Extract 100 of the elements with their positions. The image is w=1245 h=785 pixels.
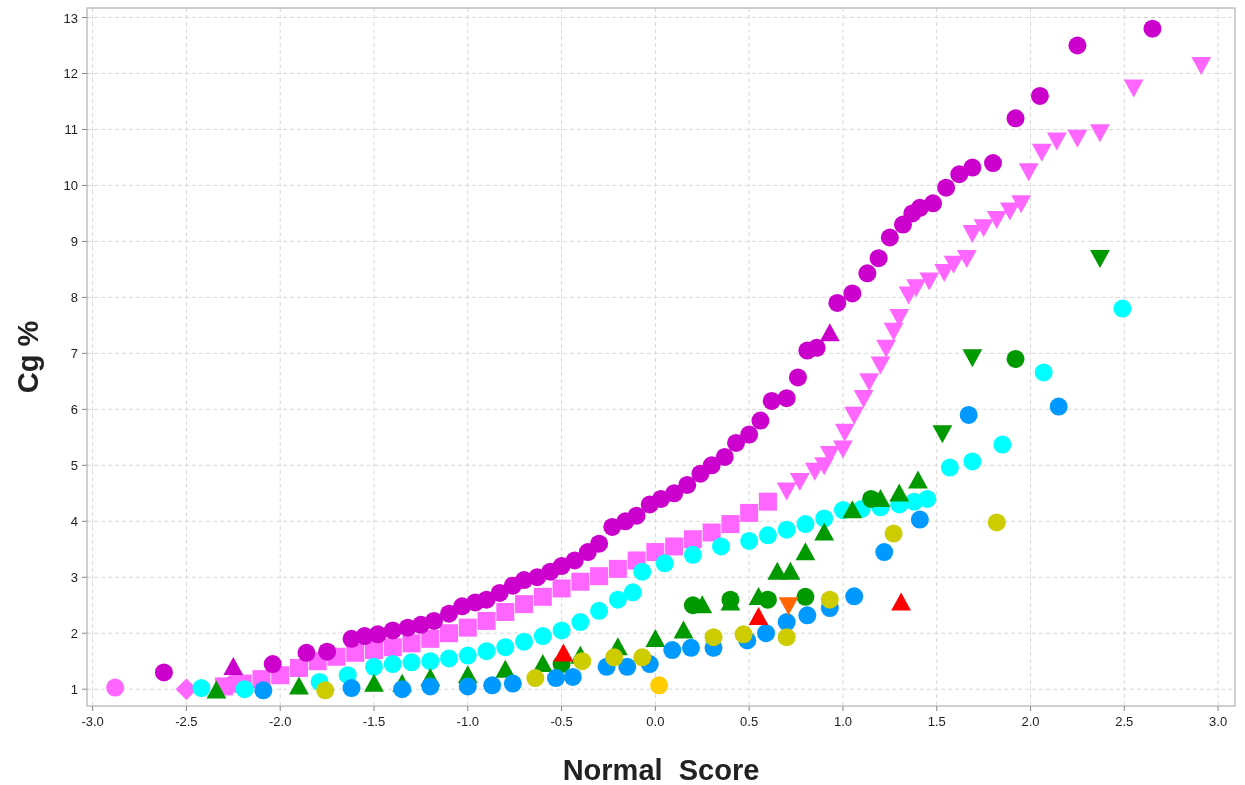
point — [1067, 129, 1088, 148]
point — [918, 489, 937, 508]
point — [402, 653, 421, 672]
point — [875, 543, 894, 562]
point — [906, 279, 927, 298]
point — [633, 562, 652, 581]
point — [963, 158, 982, 177]
point — [814, 522, 835, 541]
point — [318, 642, 337, 661]
point — [496, 638, 515, 657]
point — [655, 554, 674, 573]
point — [383, 655, 402, 673]
point — [421, 677, 440, 696]
point — [425, 611, 444, 630]
point — [1191, 56, 1212, 75]
point — [715, 447, 734, 466]
y-tick-label: 9 — [70, 234, 78, 250]
point — [393, 680, 412, 699]
y-tick-label: 1 — [70, 682, 78, 698]
point — [1090, 124, 1110, 143]
point — [1006, 349, 1025, 368]
point — [665, 537, 684, 556]
point — [962, 349, 983, 368]
point — [365, 657, 383, 676]
point — [1018, 163, 1039, 182]
point — [919, 272, 940, 291]
point — [627, 506, 646, 525]
point — [757, 624, 776, 643]
y-tick-label: 10 — [63, 178, 78, 194]
y-tick-label: 7 — [70, 346, 78, 362]
point — [762, 391, 781, 410]
y-tick-label: 12 — [63, 66, 78, 82]
point — [683, 596, 702, 615]
point — [748, 607, 769, 626]
x-tick-label: -1.0 — [456, 714, 479, 729]
point — [815, 509, 834, 528]
x-tick-label: 2.5 — [1115, 714, 1134, 729]
point — [605, 648, 624, 667]
point — [1031, 143, 1052, 162]
point — [546, 669, 565, 687]
point — [571, 572, 590, 591]
point — [1090, 250, 1110, 269]
point — [828, 294, 847, 312]
point — [458, 677, 477, 696]
point — [807, 338, 826, 357]
y-tick-label: 8 — [70, 290, 78, 306]
point — [223, 656, 244, 675]
point — [858, 264, 877, 283]
point — [798, 606, 817, 625]
point — [956, 250, 977, 269]
x-tick-label: -1.5 — [362, 714, 386, 729]
point — [552, 621, 571, 640]
point — [943, 255, 964, 274]
point — [889, 483, 910, 502]
point — [402, 634, 421, 653]
point — [870, 356, 891, 375]
point — [893, 215, 912, 234]
point — [192, 679, 211, 698]
point — [777, 520, 796, 539]
point — [1123, 79, 1144, 98]
point — [819, 446, 840, 465]
point — [565, 551, 584, 570]
point — [984, 154, 1003, 173]
point — [973, 219, 994, 238]
point — [758, 526, 777, 545]
point — [553, 643, 574, 662]
point — [908, 470, 928, 489]
point — [440, 624, 459, 643]
point — [986, 210, 1007, 229]
point — [937, 178, 956, 197]
point — [682, 638, 701, 657]
point — [483, 676, 502, 695]
point — [289, 658, 308, 677]
point — [368, 625, 387, 644]
point — [702, 523, 721, 542]
point — [869, 249, 888, 268]
point — [993, 435, 1012, 454]
point — [853, 390, 874, 409]
point — [383, 638, 402, 657]
point — [623, 583, 642, 602]
point — [496, 602, 515, 621]
point — [573, 652, 592, 671]
point — [796, 515, 815, 534]
point — [206, 680, 227, 699]
x-tick-label: 2.0 — [1021, 714, 1040, 729]
point — [383, 621, 402, 640]
point — [364, 673, 384, 692]
point — [704, 628, 723, 647]
point — [297, 643, 316, 662]
point — [843, 284, 862, 303]
point — [608, 590, 627, 609]
point — [880, 228, 899, 247]
point — [712, 537, 731, 556]
point — [777, 389, 796, 408]
point — [1030, 86, 1049, 105]
point — [421, 629, 440, 648]
point — [758, 492, 777, 511]
point — [533, 587, 552, 606]
point — [932, 425, 953, 444]
point — [673, 620, 694, 639]
